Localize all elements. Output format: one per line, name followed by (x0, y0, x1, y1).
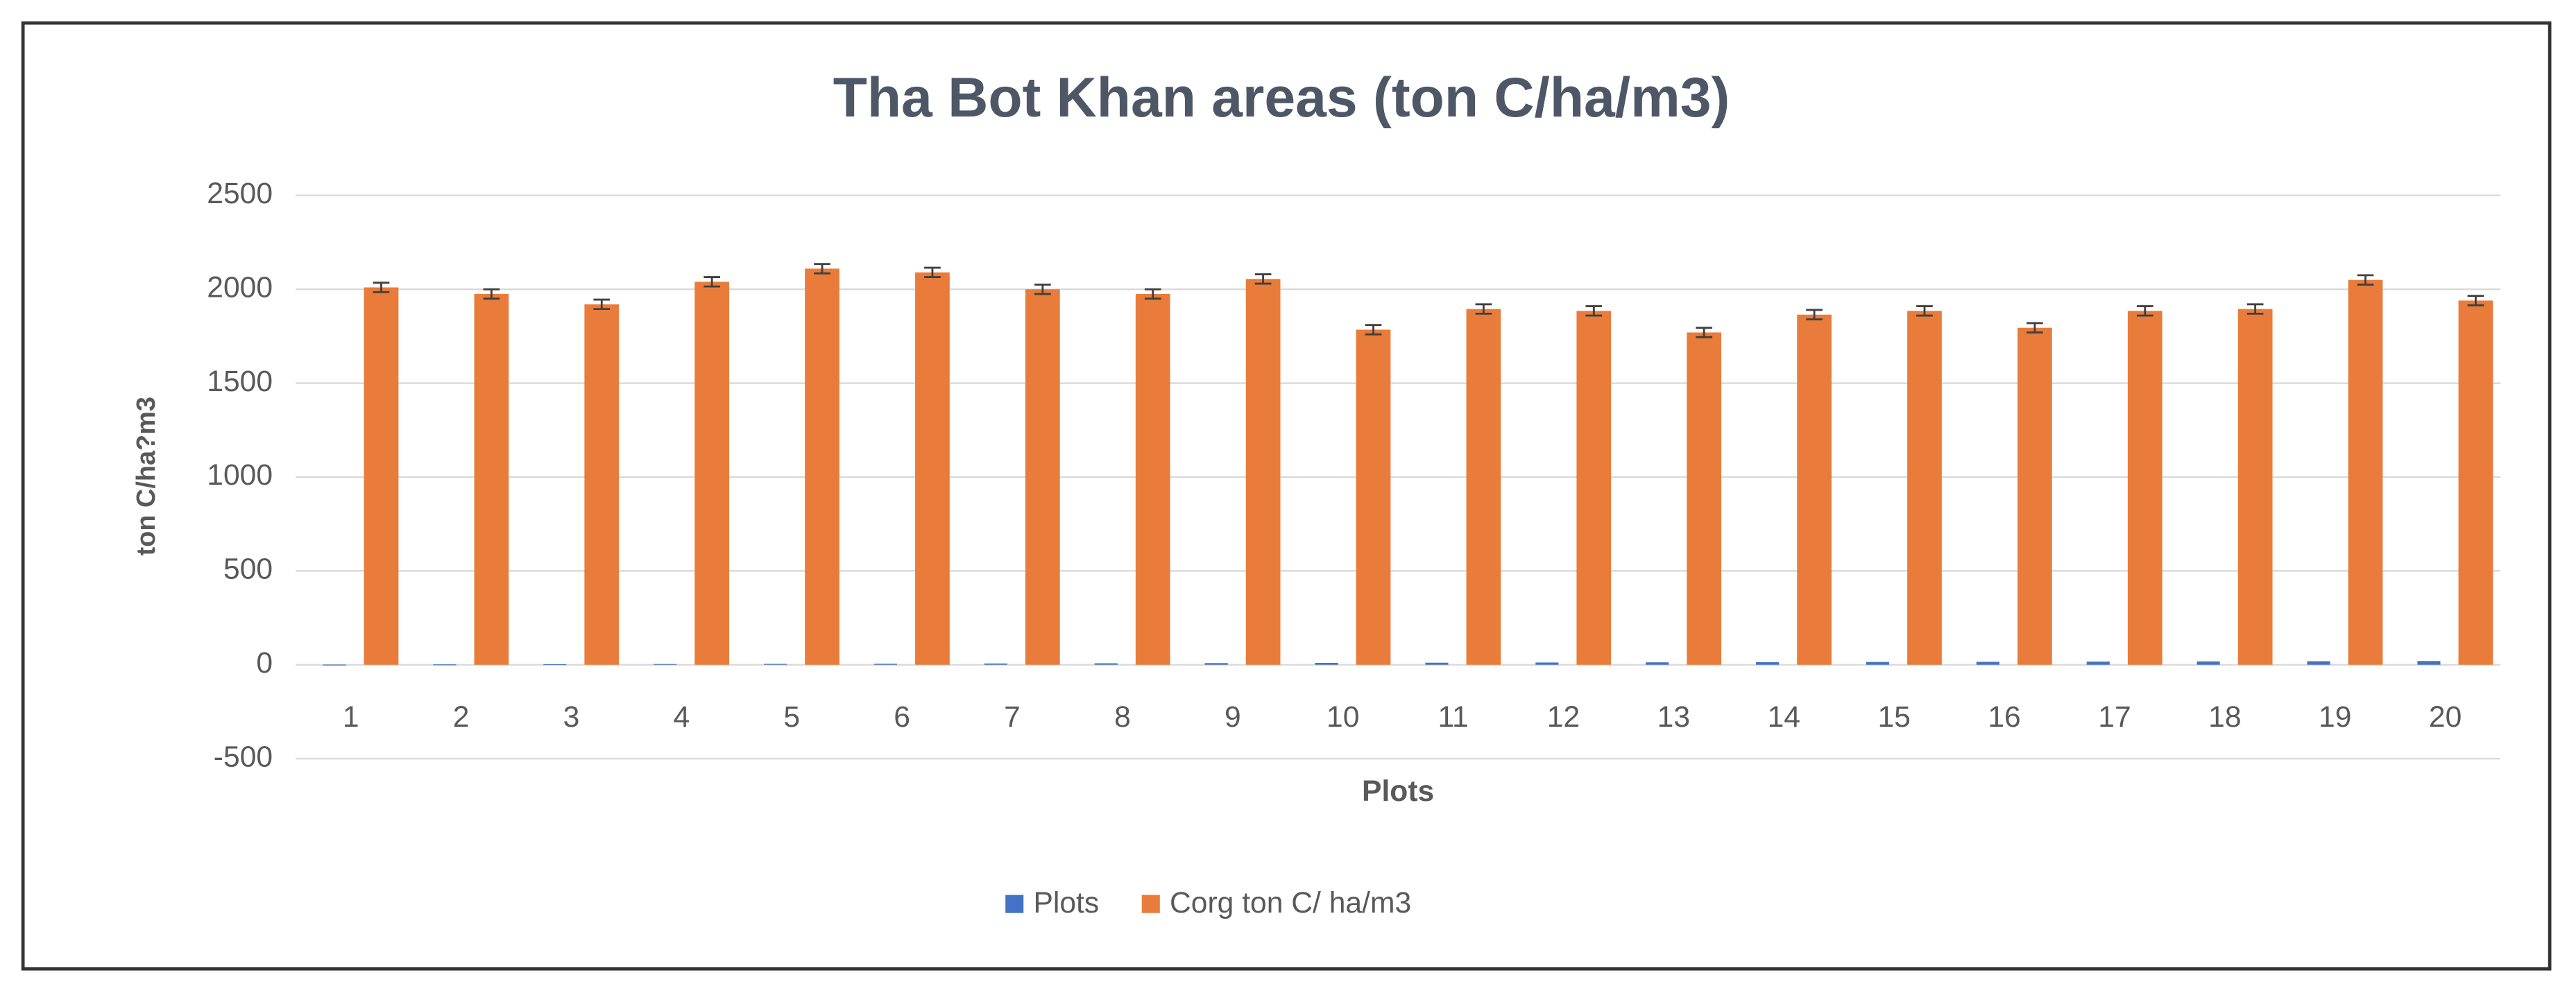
chart-title: Tha Bot Khan areas (ton C/ha/m3) (833, 67, 1730, 129)
error-bar (924, 266, 941, 279)
x-tick-label: 7 (1004, 700, 1021, 734)
bar (364, 287, 399, 665)
bar (2458, 300, 2493, 665)
x-tick-label: 11 (1438, 700, 1468, 734)
x-tick-label: 19 (2319, 700, 2351, 734)
x-tick-label: 6 (894, 700, 910, 734)
error-bar (1475, 303, 1492, 315)
bar (1425, 662, 1449, 665)
bar (1907, 311, 1942, 665)
bar (2307, 661, 2330, 665)
x-tick-label: 4 (674, 700, 690, 734)
bar (1094, 663, 1118, 665)
bar (2417, 661, 2441, 665)
bar (1576, 311, 1612, 665)
error-bar (593, 298, 611, 311)
bar (1245, 279, 1281, 665)
bar (1646, 662, 1669, 665)
legend-swatch (1005, 895, 1024, 913)
error-bar (2357, 274, 2374, 286)
y-tick-label: 1000 (207, 458, 273, 492)
bar (433, 664, 457, 666)
error-bar (2136, 305, 2153, 317)
bar (873, 664, 898, 665)
y-tick-label: 1500 (207, 365, 273, 398)
x-tick-label: 12 (1547, 700, 1580, 734)
y-tick-label: 2000 (207, 270, 273, 304)
error-bar (1254, 273, 1272, 285)
bar (584, 304, 620, 665)
x-tick-label: 5 (783, 700, 800, 734)
bar (1025, 289, 1060, 665)
bar (915, 272, 950, 665)
bar (694, 282, 730, 665)
error-bar (1034, 283, 1051, 295)
bar (805, 268, 839, 665)
x-tick-label: 2 (453, 700, 470, 734)
x-tick-label: 18 (2208, 700, 2241, 734)
bar (1976, 662, 1999, 665)
x-axis-label: Plots (1362, 775, 1434, 808)
x-tick-label: 16 (1988, 700, 2020, 734)
error-bar (373, 282, 390, 293)
y-tick-label: -500 (214, 740, 273, 773)
bar (2197, 661, 2220, 665)
bar (1356, 329, 1391, 665)
bar (2127, 311, 2163, 665)
bar (543, 664, 567, 666)
bar (1866, 662, 1890, 665)
x-tick-label: 10 (1327, 700, 1359, 734)
bar (2018, 327, 2052, 665)
legend-label: Plots (1033, 886, 1099, 919)
legend-swatch (1141, 895, 1160, 913)
x-tick-label: 1 (343, 700, 359, 734)
y-tick-label: 500 (223, 553, 273, 586)
error-bar (814, 263, 830, 275)
error-bar (703, 276, 721, 288)
bar (654, 664, 677, 665)
bar (1315, 662, 1338, 665)
legend-label: Corg ton C/ ha/m3 (1170, 886, 1411, 919)
bar (1135, 293, 1170, 665)
error-bar (2027, 322, 2043, 334)
bar (1687, 332, 1722, 665)
error-bar (2467, 295, 2484, 306)
y-tick-label: 0 (256, 646, 273, 680)
bar (2348, 279, 2383, 665)
bar (984, 663, 1007, 665)
error-bar (1916, 305, 1933, 317)
bar (474, 293, 509, 665)
chart-frame (21, 21, 2552, 971)
x-tick-label: 20 (2429, 700, 2462, 734)
x-tick-label: 3 (563, 700, 580, 734)
bar (1756, 662, 1780, 665)
error-bar (1806, 309, 1823, 320)
error-bar (2246, 303, 2264, 315)
error-bar (1365, 324, 1382, 336)
x-tick-label: 17 (2098, 700, 2131, 734)
bar (1204, 663, 1228, 665)
y-axis-label: ton C/ha?m3 (132, 397, 161, 555)
error-bar (1585, 305, 1603, 317)
error-bar (1144, 288, 1161, 300)
bar (2237, 309, 2273, 665)
error-bar (1696, 327, 1713, 338)
bar (323, 664, 346, 666)
bar (1797, 314, 1832, 665)
x-tick-label: 13 (1657, 700, 1690, 734)
x-tick-label: 14 (1768, 700, 1800, 734)
bar (1466, 309, 1501, 665)
bar (2086, 662, 2110, 665)
x-tick-label: 9 (1225, 700, 1241, 734)
y-tick-label: 2500 (207, 177, 273, 210)
bar (1535, 662, 1559, 665)
x-tick-label: 15 (1877, 700, 1910, 734)
x-tick-label: 8 (1114, 700, 1131, 734)
error-bar (483, 288, 500, 300)
